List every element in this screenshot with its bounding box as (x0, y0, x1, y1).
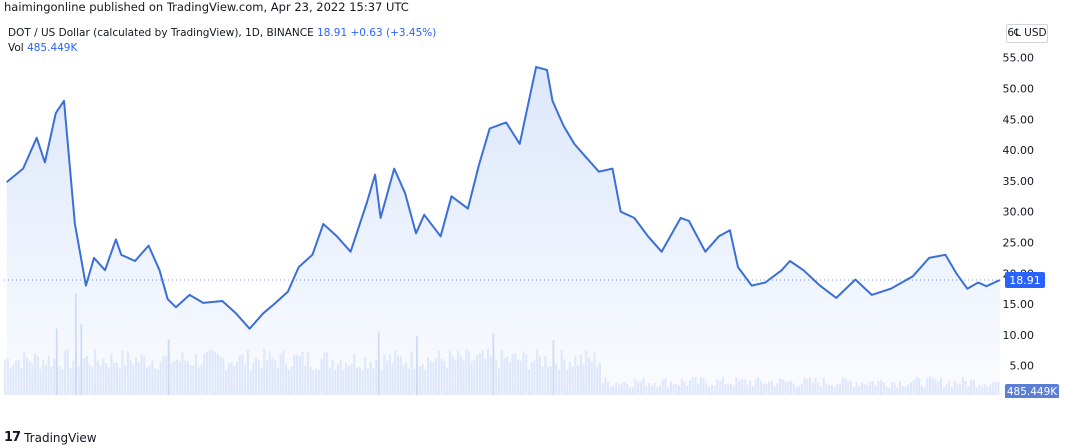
tradingview-logo[interactable]: 17 TradingView (4, 430, 97, 445)
last-volume-label: 485.449K (1007, 386, 1058, 398)
y-tick-label: 5.00 (1010, 360, 1035, 373)
y-tick-label: 50.00 (1003, 83, 1035, 96)
unit-button[interactable]: 6℄ USD (1006, 24, 1048, 43)
last-price-label: 18.91 (1009, 274, 1041, 287)
legend-vol-label: Vol (8, 42, 24, 54)
y-tick-label: 15.00 (1003, 298, 1035, 311)
legend-symbol[interactable]: DOT / US Dollar (calculated by TradingVi… (8, 27, 314, 39)
y-tick-label: 25.00 (1003, 237, 1035, 250)
y-tick-label: 10.00 (1003, 329, 1035, 342)
price-chart[interactable]: 5.0010.0015.0020.0025.0030.0035.0040.004… (0, 18, 1066, 398)
legend-vol-value: 485.449K (27, 42, 78, 54)
y-tick-label: 45.00 (1003, 113, 1035, 126)
legend-change: +0.63 (+3.45%) (350, 27, 437, 39)
y-tick-label: 30.00 (1003, 206, 1035, 219)
legend-last-price: 18.91 (317, 27, 348, 39)
y-tick-label: 40.00 (1003, 144, 1035, 157)
y-tick-label: 55.00 (1003, 52, 1035, 65)
price-area (6, 66, 1000, 396)
y-tick-label: 35.00 (1003, 175, 1035, 188)
tradingview-logo-text: TradingView (24, 430, 97, 445)
last-price-badge (1005, 272, 1045, 288)
last-volume-badge (1005, 384, 1059, 398)
byline: haimingonline published on TradingView.c… (4, 0, 409, 14)
legend: DOT / US Dollar (calculated by TradingVi… (8, 26, 436, 56)
tradingview-logo-icon: 17 (4, 430, 21, 445)
volume-bar (4, 359, 7, 395)
price-line (6, 65, 1001, 330)
